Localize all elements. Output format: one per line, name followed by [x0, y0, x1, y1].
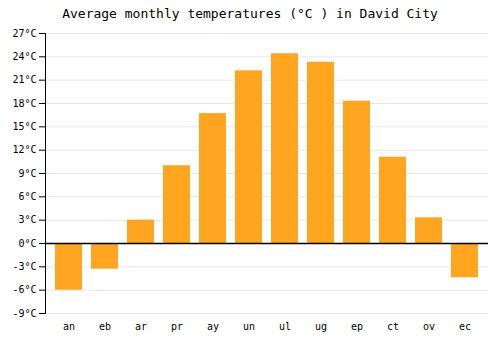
- svg-text:ep: ep: [351, 321, 363, 332]
- svg-text:ug: ug: [315, 321, 327, 332]
- svg-text:ct: ct: [387, 321, 399, 332]
- svg-text:ar: ar: [135, 321, 147, 332]
- svg-text:18°C: 18°C: [12, 98, 36, 109]
- svg-text:24°C: 24°C: [12, 51, 36, 62]
- svg-text:-9°C: -9°C: [12, 308, 36, 319]
- svg-text:ov: ov: [423, 321, 435, 332]
- svg-text:pr: pr: [171, 321, 183, 332]
- svg-text:-3°C: -3°C: [12, 261, 36, 272]
- svg-text:0°C: 0°C: [18, 238, 36, 249]
- svg-text:ay: ay: [207, 321, 219, 332]
- html-text:Average monthly temperatures (: Average monthly temperatures (°C ) in Da…: [62, 6, 438, 21]
- svg-text:6°C: 6°C: [18, 191, 36, 202]
- svg-text:ec: ec: [459, 321, 471, 332]
- svg-text:un: un: [243, 321, 255, 332]
- svg-text:12°C: 12°C: [12, 144, 36, 155]
- svg-text:27°C: 27°C: [12, 28, 36, 39]
- svg-text:15°C: 15°C: [12, 121, 36, 132]
- svg-text:21°C: 21°C: [12, 74, 36, 85]
- svg-text:eb: eb: [99, 321, 111, 332]
- svg-text:-6°C: -6°C: [12, 284, 36, 295]
- svg-text:an: an: [63, 321, 75, 332]
- svg-text:9°C: 9°C: [18, 168, 36, 179]
- svg-text:ul: ul: [279, 321, 291, 332]
- svg-text:3°C: 3°C: [18, 214, 36, 225]
